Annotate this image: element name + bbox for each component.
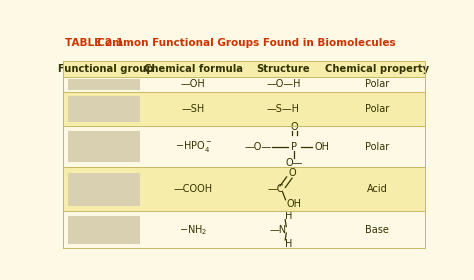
Text: —C: —C	[268, 184, 284, 194]
Text: O: O	[289, 168, 296, 178]
Bar	[68, 172, 140, 206]
Bar	[68, 131, 140, 162]
Bar	[63, 167, 425, 211]
Bar	[68, 96, 140, 122]
Text: $-\mathrm{HPO_4^-}$: $-\mathrm{HPO_4^-}$	[174, 139, 212, 154]
Bar	[63, 211, 425, 248]
Text: Common Functional Groups Found in Biomolecules: Common Functional Groups Found in Biomol…	[91, 38, 396, 48]
Text: —COOH: —COOH	[174, 184, 213, 194]
Text: —S—H: —S—H	[267, 104, 300, 114]
Text: Chemical formula: Chemical formula	[144, 64, 243, 74]
Bar	[63, 60, 425, 77]
Text: Polar: Polar	[365, 79, 389, 89]
Text: Chemical property: Chemical property	[325, 64, 429, 74]
Text: Polar: Polar	[365, 104, 389, 114]
Text: O: O	[291, 122, 298, 132]
Text: OH: OH	[315, 142, 329, 152]
Text: —O—H: —O—H	[266, 79, 301, 89]
Text: —OH: —OH	[181, 79, 206, 89]
Bar	[68, 78, 140, 90]
Text: TABLE 2.1: TABLE 2.1	[65, 38, 123, 48]
Text: OH: OH	[286, 199, 301, 209]
Text: H: H	[285, 211, 292, 221]
Text: Acid: Acid	[366, 184, 387, 194]
Text: H: H	[285, 239, 292, 249]
Bar	[63, 92, 425, 126]
Text: —O—: —O—	[244, 142, 271, 152]
Text: $-\mathrm{NH_2}$: $-\mathrm{NH_2}$	[179, 223, 208, 237]
Text: Polar: Polar	[365, 142, 389, 152]
Text: O—: O—	[286, 158, 303, 168]
Text: Base: Base	[365, 225, 389, 235]
Text: —N: —N	[269, 225, 286, 235]
Text: P: P	[292, 142, 297, 152]
Text: —SH: —SH	[182, 104, 205, 114]
Bar	[68, 216, 140, 244]
Bar	[63, 77, 425, 92]
Text: Structure: Structure	[256, 64, 310, 74]
Text: Functional group: Functional group	[58, 64, 154, 74]
Bar	[63, 126, 425, 167]
